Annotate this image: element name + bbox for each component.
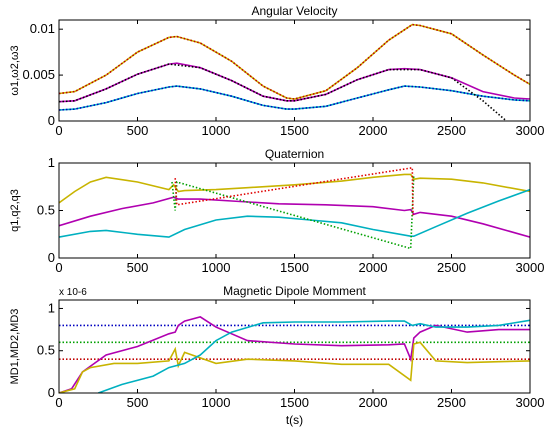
series-line-2-3 xyxy=(59,188,530,238)
series-line-1-5 xyxy=(59,85,530,111)
series-line-3-5 xyxy=(59,341,530,393)
y-tick-label: 0.01 xyxy=(30,21,55,36)
y-tick-label: 0.005 xyxy=(22,67,55,82)
x-tick-label: 1500 xyxy=(280,395,309,410)
x-tick-label: 500 xyxy=(127,395,149,410)
chart-title: Quaternion xyxy=(265,147,324,161)
x-tick-label: 3000 xyxy=(516,260,545,275)
x-tick-label: 2500 xyxy=(437,395,466,410)
x-tick-label: 1000 xyxy=(202,123,231,138)
x-tick-label: 3000 xyxy=(516,123,545,138)
y-tick-label: 0 xyxy=(48,113,55,128)
series-line-2-5 xyxy=(174,166,414,216)
x-tick-label: 0 xyxy=(55,260,62,275)
y-tick-label: 1 xyxy=(48,155,55,170)
y-tick-label: 0 xyxy=(48,385,55,400)
chart-panel-3: 0 500 1000 1500 2000 2500 3000 0 0.5 1 Magnetic Di… xyxy=(9,284,544,427)
x-tick-label: 0 xyxy=(55,395,62,410)
x-tick-label: 2000 xyxy=(359,395,388,410)
x-tick-label: 2500 xyxy=(437,123,466,138)
y-axis-label: q1,q2,q3 xyxy=(9,189,21,232)
series-line-3-6 xyxy=(98,319,530,393)
x-tick-label: 2000 xyxy=(359,260,388,275)
x-tick-label: 3000 xyxy=(516,395,545,410)
x-tick-label: 500 xyxy=(127,123,149,138)
x-axis-label: t(s) xyxy=(286,413,303,427)
axes-box-2 xyxy=(58,162,531,259)
y-tick-label: 1 xyxy=(48,300,55,315)
y-axis-label: ω1,ω2,ω3 xyxy=(9,45,21,95)
chart-panel-1: 0 500 1000 1500 2000 2500 3000 0 0.005 0.01 Angula… xyxy=(9,4,544,138)
x-tick-label: 500 xyxy=(127,260,149,275)
y-tick-label: 0.5 xyxy=(37,343,55,358)
axes-box-3 xyxy=(58,299,531,394)
series-line-1-6 xyxy=(59,63,507,121)
y-tick-label: 0.5 xyxy=(37,203,55,218)
x-tick-label: 1500 xyxy=(280,123,309,138)
y-exponent-label: x 10-6 xyxy=(59,287,87,298)
series-line-3-4 xyxy=(59,316,530,393)
series-line-1-1 xyxy=(59,23,530,100)
series-line-1-4 xyxy=(59,23,530,100)
chart-panel-2: 0 500 1000 1500 2000 2500 3000 0 0.5 1 Quaternion q… xyxy=(9,147,544,275)
y-axis-label: MD1,MD2,MD3 xyxy=(9,309,21,385)
x-tick-label: 2500 xyxy=(437,260,466,275)
x-tick-label: 1000 xyxy=(202,260,231,275)
axes-box-1 xyxy=(58,19,531,122)
x-tick-label: 1000 xyxy=(202,395,231,410)
series-line-1-3 xyxy=(59,85,530,111)
x-tick-label: 0 xyxy=(55,123,62,138)
x-tick-label: 1500 xyxy=(280,260,309,275)
series-line-2-1 xyxy=(59,173,530,204)
y-tick-label: 0 xyxy=(48,250,55,265)
series-line-2-2 xyxy=(59,196,530,238)
chart-title: Magnetic Dipole Momment xyxy=(223,284,366,298)
chart-title: Angular Velocity xyxy=(251,4,337,18)
x-tick-label: 2000 xyxy=(359,123,388,138)
